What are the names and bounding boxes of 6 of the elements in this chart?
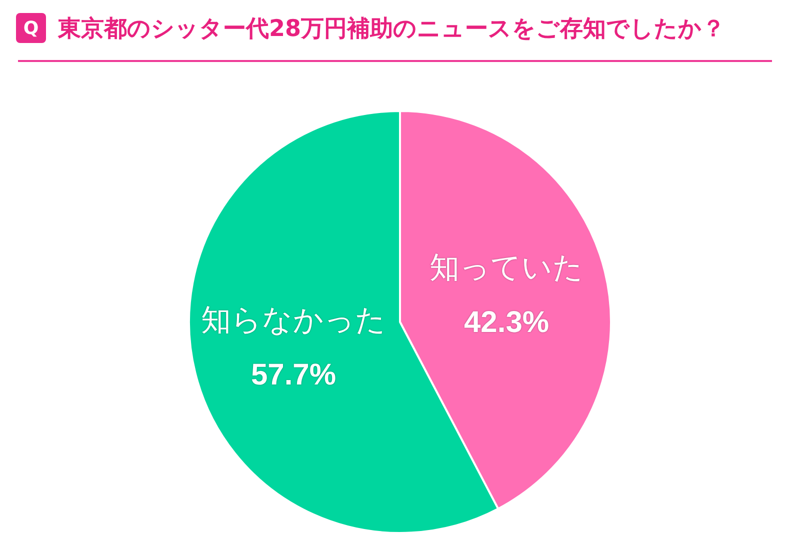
slice-label: 知らなかった <box>200 303 386 338</box>
chart-title: 東京都のシッター代28万円補助のニュースをご存知でしたか？ <box>58 14 726 44</box>
text: Q <box>16 13 46 43</box>
data-label: 42.3% <box>464 306 550 339</box>
data-label: 57.7% <box>250 358 336 392</box>
slice-label: 知っていた <box>430 250 584 286</box>
